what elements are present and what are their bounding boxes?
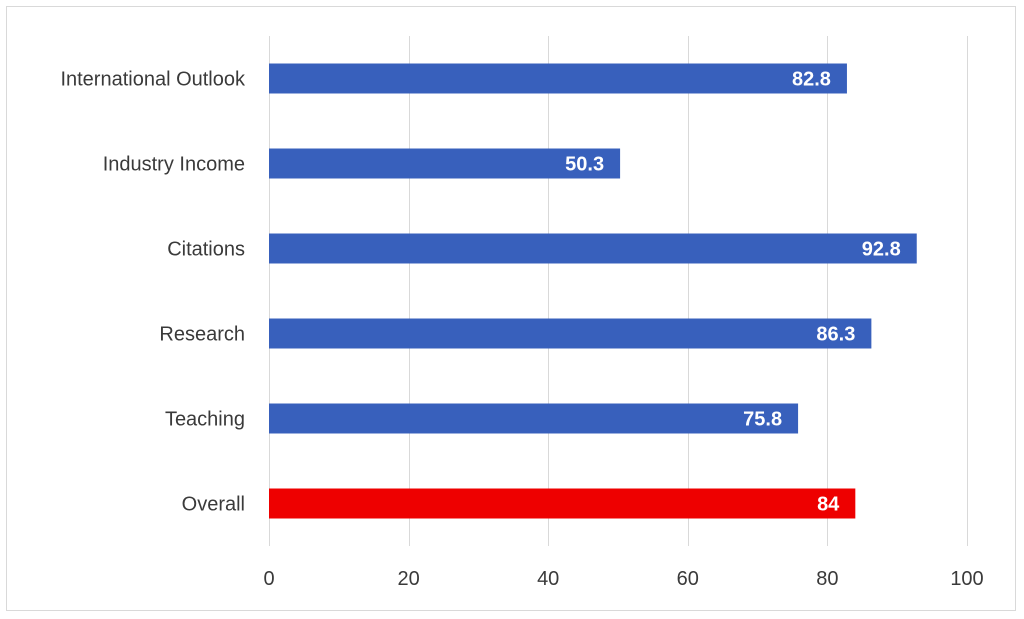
data-label-citations: 92.8	[862, 239, 901, 261]
bar-citations	[269, 233, 917, 264]
category-label-research: Research	[159, 324, 245, 346]
bar-international-outlook	[269, 63, 847, 94]
category-label-citations: Citations	[167, 239, 245, 261]
gridlines	[409, 36, 968, 546]
category-label-teaching: Teaching	[165, 409, 245, 431]
x-tick-label-100: 100	[950, 568, 983, 590]
category-label-international-outlook: International Outlook	[60, 69, 246, 91]
bar-overall	[269, 488, 856, 519]
x-tick-label-60: 60	[677, 568, 699, 590]
bars	[269, 63, 917, 519]
data-label-international-outlook: 82.8	[792, 69, 831, 91]
data-label-industry-income: 50.3	[565, 154, 604, 176]
data-label-overall: 84	[817, 494, 840, 516]
data-labels: 82.8 50.3 92.8 86.3 75.8 84	[565, 69, 901, 516]
bar-research	[269, 318, 872, 349]
category-label-industry-income: Industry Income	[103, 154, 245, 176]
category-label-overall: Overall	[182, 494, 245, 516]
x-tick-label-80: 80	[816, 568, 838, 590]
data-label-research: 86.3	[816, 324, 855, 346]
data-label-teaching: 75.8	[743, 409, 782, 431]
x-tick-label-40: 40	[537, 568, 559, 590]
x-tick-label-0: 0	[263, 568, 274, 590]
x-tick-label-20: 20	[397, 568, 419, 590]
category-labels: International Outlook Industry Income Cita…	[60, 69, 246, 516]
bar-teaching	[269, 403, 799, 434]
bar-industry-income	[269, 148, 621, 179]
tick-labels: 0 20 40 60 80 100	[263, 568, 983, 590]
